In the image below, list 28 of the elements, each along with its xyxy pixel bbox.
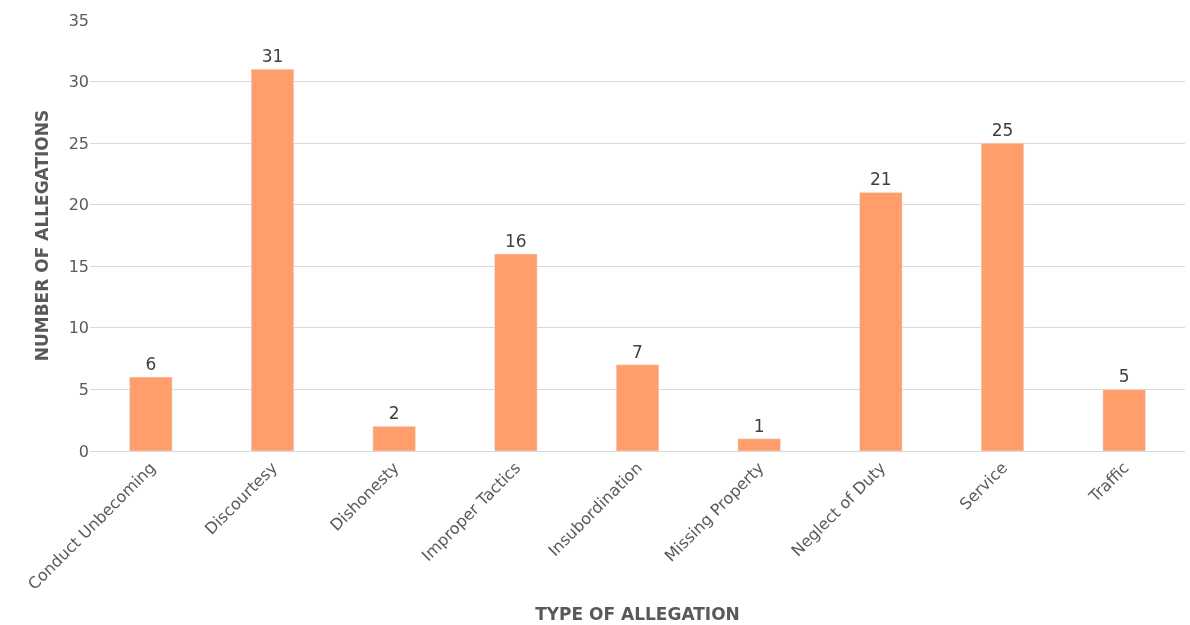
y-tick-label: 35 bbox=[68, 10, 89, 30]
bar bbox=[1102, 389, 1146, 451]
x-axis-title: TYPE OF ALLEGATION bbox=[535, 603, 740, 624]
data-label: 21 bbox=[870, 169, 892, 190]
y-tick-label: 10 bbox=[68, 318, 89, 338]
bar bbox=[129, 376, 173, 451]
y-tick-label: 25 bbox=[68, 133, 89, 153]
bar bbox=[615, 364, 660, 451]
y-tick-label: 30 bbox=[68, 72, 89, 92]
bar bbox=[737, 438, 781, 451]
bar bbox=[859, 192, 903, 451]
data-label: 1 bbox=[753, 415, 765, 436]
data-label: 31 bbox=[261, 46, 284, 67]
bar bbox=[372, 426, 416, 451]
data-label: 25 bbox=[991, 120, 1014, 141]
data-label: 5 bbox=[1118, 366, 1130, 387]
y-tick-label: 5 bbox=[78, 380, 89, 400]
y-tick-label: 20 bbox=[68, 195, 89, 215]
bar bbox=[980, 142, 1025, 451]
bar bbox=[250, 69, 295, 451]
data-label: 2 bbox=[388, 403, 400, 424]
bar bbox=[494, 253, 538, 451]
y-tick-label: 0 bbox=[78, 441, 89, 461]
data-label: 6 bbox=[145, 354, 157, 375]
data-label: 7 bbox=[632, 341, 643, 362]
y-tick-label: 15 bbox=[68, 256, 89, 276]
data-label: 16 bbox=[505, 230, 527, 251]
y-axis-title: NUMBER OF ALLEGATIONS bbox=[32, 109, 53, 362]
